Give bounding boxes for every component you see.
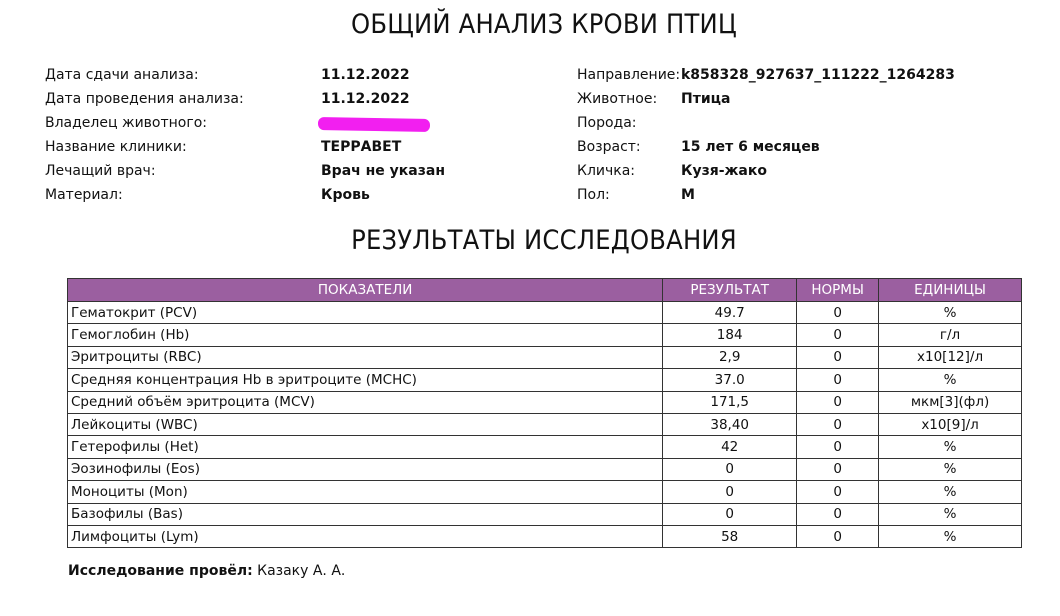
info-label: Материал: [45,187,123,203]
info-value: ТЕРРАВЕТ [321,139,402,155]
column-header: РЕЗУЛЬТАТ [662,278,798,302]
info-value: Кузя-жако [681,163,768,179]
table-row: Гемоглобин (Hb) 184 0 г/л [66,323,1022,347]
norm-cell: 0 [796,457,880,482]
indicator-cell: Эритроциты (RBC) [66,345,664,370]
unit-cell: % [878,368,1022,392]
result-cell: 42 [662,435,798,459]
indicator-cell: Средняя концентрация Нb в эритроците (MC… [66,368,664,392]
info-label: Кличка: [577,163,636,179]
norm-cell: 0 [796,390,880,414]
column-header: ПОКАЗАТЕЛИ [66,278,664,302]
redaction-mark [317,117,431,132]
table-row: Лейкоциты (WBC) 38,40 0 x10[9]/л [66,412,1022,437]
unit-cell: % [878,502,1022,526]
unit-cell: г/л [878,323,1022,347]
norm-cell: 0 [796,412,880,437]
info-label: Дата проведения анализа: [45,91,244,107]
info-label: Пол: [577,187,610,203]
result-cell: 0 [662,457,798,482]
info-label: Название клиники: [45,139,187,155]
table-row: Лимфоциты (Lym) 58 0% [66,524,1022,549]
table-row: Базофилы (Bas) 0 0% [66,502,1022,526]
footer-value: Казаку А. А. [257,563,346,579]
info-value: Врач не указан [321,163,445,179]
table-row: Гематокрит (PCV) 49.7 0% [66,300,1022,325]
info-value: 15 лет 6 месяцев [681,139,820,155]
table-row: Моноциты (Mon) 0 0% [66,480,1022,504]
table-row: Эритроциты (RBC) 2,9 0 x10[12]/л [66,345,1022,370]
indicator-cell: Лейкоциты (WBC) [66,412,664,437]
info-value: k858328_927637_111222_1264283 [681,67,955,83]
norm-cell: 0 [796,368,880,392]
info-label: Животное: [577,91,658,107]
indicator-cell: Эозинофилы (Eos) [66,457,664,482]
indicator-cell: Средний объём эритроцита (MCV) [66,390,664,414]
result-cell: 0 [662,502,798,526]
column-header: ЕДИНИЦЫ [878,278,1022,302]
norm-cell: 0 [796,300,880,325]
footer: Исследование провёл: Казаку А. А. [68,563,345,579]
unit-cell: % [878,457,1022,482]
info-value: 11.12.2022 [321,67,410,83]
result-cell: 171,5 [662,390,798,414]
unit-cell: % [878,300,1022,325]
unit-cell: % [878,524,1022,549]
indicator-cell: Гемоглобин (Hb) [66,323,664,347]
unit-cell: x10[12]/л [878,345,1022,370]
table-header-row: ПОКАЗАТЕЛИ РЕЗУЛЬТАТ НОРМЫ ЕДИНИЦЫ [66,278,1022,302]
unit-cell: мкм[3](фл) [878,390,1022,414]
norm-cell: 0 [796,435,880,459]
indicator-cell: Моноциты (Mon) [66,480,664,504]
info-label: Владелец животного: [45,115,208,131]
norm-cell: 0 [796,524,880,549]
table-row: Эозинофилы (Eos) 0 0% [66,457,1022,482]
result-cell: 38,40 [662,412,798,437]
indicator-cell: Лимфоциты (Lym) [66,524,664,549]
norm-cell: 0 [796,502,880,526]
info-label: Порода: [577,115,637,131]
unit-cell: % [878,435,1022,459]
unit-cell: % [878,480,1022,504]
info-value: Кровь [321,187,370,203]
report-title: ОБЩИЙ АНАЛИЗ КРОВИ ПТИЦ [351,9,737,40]
result-cell: 0 [662,480,798,504]
result-cell: 58 [662,524,798,549]
result-cell: 2,9 [662,345,798,370]
info-value: 11.12.2022 [321,91,410,107]
info-label: Возраст: [577,139,641,155]
info-label: Направление: [577,67,681,83]
column-header: НОРМЫ [796,278,880,302]
info-value: Птица [681,91,731,107]
footer-label: Исследование провёл: [68,563,253,579]
table-row: Средняя концентрация Нb в эритроците (MC… [66,368,1022,392]
unit-cell: x10[9]/л [878,412,1022,437]
norm-cell: 0 [796,345,880,370]
result-cell: 184 [662,323,798,347]
indicator-cell: Гетерофилы (Het) [66,435,664,459]
result-cell: 37.0 [662,368,798,392]
info-label: Дата сдачи анализа: [45,67,199,83]
results-title: РЕЗУЛЬТАТЫ ИССЛЕДОВАНИЯ [351,225,737,256]
indicator-cell: Базофилы (Bas) [66,502,664,526]
table-row: Гетерофилы (Het) 42 0% [66,435,1022,459]
results-table: ПОКАЗАТЕЛИ РЕЗУЛЬТАТ НОРМЫ ЕДИНИЦЫ Гематокр… [66,278,1022,549]
info-value: М [681,187,695,203]
norm-cell: 0 [796,480,880,504]
info-label: Лечащий врач: [45,163,156,179]
norm-cell: 0 [796,323,880,347]
table-row: Средний объём эритроцита (MCV) 171,5 0 мкм[… [66,390,1022,414]
result-cell: 49.7 [662,300,798,325]
indicator-cell: Гематокрит (PCV) [66,300,664,325]
